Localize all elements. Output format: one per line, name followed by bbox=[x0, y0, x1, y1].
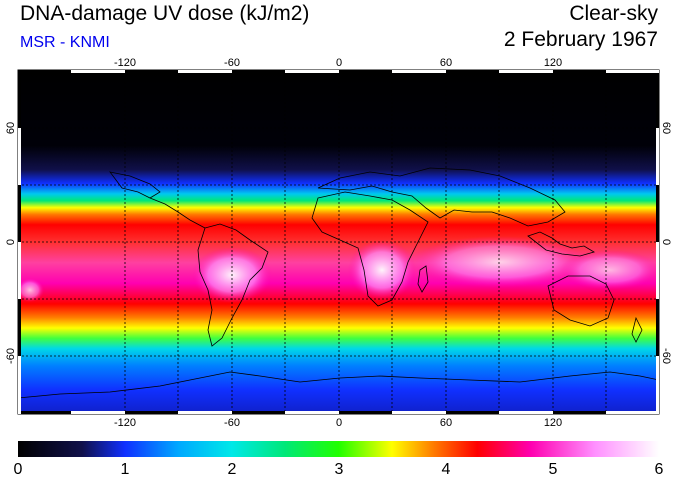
lat-label-left: -60 bbox=[5, 348, 17, 364]
colorbar-label: 1 bbox=[121, 461, 130, 478]
colorbar: 0 1 2 3 4 5 6 bbox=[14, 441, 664, 478]
southeast-asia-islands-outline bbox=[527, 231, 595, 257]
africa-outline bbox=[311, 191, 429, 307]
longitude-labels-top: -120 -60 0 60 120 bbox=[114, 57, 562, 69]
lat-label-left: 60 bbox=[5, 122, 17, 134]
lon-label-bottom: 120 bbox=[544, 417, 562, 429]
sky-condition: Clear-sky bbox=[569, 2, 658, 25]
lon-label-bottom: -120 bbox=[114, 417, 136, 429]
colorbar-label: 3 bbox=[335, 461, 344, 478]
graticule bbox=[18, 70, 659, 414]
colorbar-label: 0 bbox=[14, 461, 23, 478]
map-frame bbox=[17, 69, 660, 415]
madagascar-outline bbox=[417, 265, 429, 293]
north-america-outline bbox=[109, 171, 161, 199]
lon-label-top: 0 bbox=[336, 57, 342, 69]
lon-label-top: 60 bbox=[440, 57, 452, 69]
lat-label-right: 60 bbox=[660, 122, 672, 134]
eurasia-outline bbox=[317, 167, 566, 227]
lat-label-left: 0 bbox=[5, 239, 17, 245]
antarctica-outline bbox=[18, 371, 659, 399]
data-source: MSR - KNMI bbox=[20, 34, 110, 51]
lon-label-top: -120 bbox=[114, 57, 136, 69]
colorbar-label: 6 bbox=[655, 461, 664, 478]
australia-outline bbox=[547, 275, 615, 327]
map-date: 2 February 1967 bbox=[503, 28, 658, 51]
lon-label-bottom: 60 bbox=[440, 417, 452, 429]
lon-label-top: -60 bbox=[224, 57, 240, 69]
latitude-labels-left: 60 0 -60 bbox=[5, 122, 17, 364]
colorbar-label: 2 bbox=[228, 461, 237, 478]
colorbar-label: 4 bbox=[442, 461, 451, 478]
latitude-labels-right: 60 0 -60 bbox=[660, 122, 672, 364]
figure-title: DNA-damage UV dose (kJ/m2) bbox=[20, 2, 310, 25]
lon-label-top: 120 bbox=[544, 57, 562, 69]
lon-label-bottom: 0 bbox=[336, 417, 342, 429]
lon-label-bottom: -60 bbox=[224, 417, 240, 429]
colorbar-label: 5 bbox=[549, 461, 558, 478]
colorbar-gradient bbox=[18, 441, 659, 457]
lat-label-right: -60 bbox=[660, 348, 672, 364]
new-zealand-outline bbox=[631, 316, 643, 343]
lat-label-right: 0 bbox=[660, 239, 672, 245]
longitude-labels-bottom: -120 -60 0 60 120 bbox=[114, 417, 562, 429]
